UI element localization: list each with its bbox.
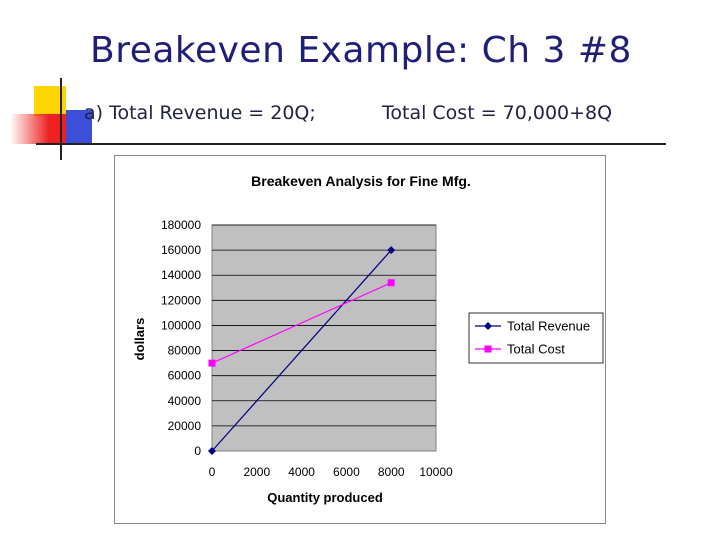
x-tick-label: 4000	[288, 465, 315, 479]
series-line-1	[211, 282, 392, 364]
y-tick-label: 80000	[168, 344, 202, 358]
x-tick-label: 6000	[333, 465, 360, 479]
chart-title: Breakeven Analysis for Fine Mfg.	[251, 173, 471, 189]
x-tick-label: 2000	[243, 465, 270, 479]
legend-label: Total Revenue	[507, 319, 590, 334]
plot-area	[211, 224, 437, 452]
data-point	[387, 279, 395, 287]
y-tick-label: 0	[194, 444, 201, 458]
deco-red-square	[10, 114, 66, 144]
y-tick-label: 180000	[161, 218, 201, 232]
series-layer	[208, 246, 396, 455]
x-tick-label: 8000	[378, 465, 405, 479]
y-tick-label: 120000	[161, 293, 201, 307]
grid-lines	[212, 224, 436, 427]
legend-box	[468, 312, 604, 364]
x-axis-label: Quantity produced	[267, 490, 383, 505]
y-tick-label: 160000	[161, 243, 201, 257]
y-axis-ticks: 0 20000 40000 60000 80000 100000 120000 140000 1…	[161, 218, 201, 458]
y-axis-label: dollars	[132, 318, 147, 361]
y-tick-label: 100000	[161, 318, 201, 332]
legend-marker	[484, 322, 492, 330]
x-tick-label: 0	[209, 465, 216, 479]
total-revenue-equation: a) Total Revenue = 20Q;	[84, 102, 316, 124]
deco-vertical-line	[60, 78, 62, 160]
data-point	[208, 359, 216, 367]
x-tick-label: 10000	[419, 465, 453, 479]
y-tick-label: 40000	[168, 394, 202, 408]
data-point	[387, 246, 396, 255]
x-axis-ticks: 0 2000 4000 6000 8000 10000	[209, 465, 453, 479]
chart-legend: Total Revenue Total Cost	[468, 312, 604, 364]
slide-title: Breakeven Example: Ch 3 #8	[90, 30, 632, 71]
series-line-0	[211, 249, 392, 452]
y-tick-label: 20000	[168, 419, 202, 433]
chart-frame: Breakeven Analysis for Fine Mfg. 0 20000 4…	[114, 155, 606, 524]
data-point	[208, 447, 216, 455]
y-tick-label: 60000	[168, 369, 202, 383]
breakeven-chart: Breakeven Analysis for Fine Mfg. 0200004…	[132, 173, 604, 505]
deco-blue-square	[66, 110, 92, 144]
legend-marker	[484, 345, 492, 353]
total-cost-equation: Total Cost = 70,000+8Q	[382, 102, 613, 124]
legend-label: Total Cost	[507, 342, 565, 357]
y-tick-label: 140000	[161, 268, 201, 282]
deco-horizontal-line	[36, 143, 666, 145]
